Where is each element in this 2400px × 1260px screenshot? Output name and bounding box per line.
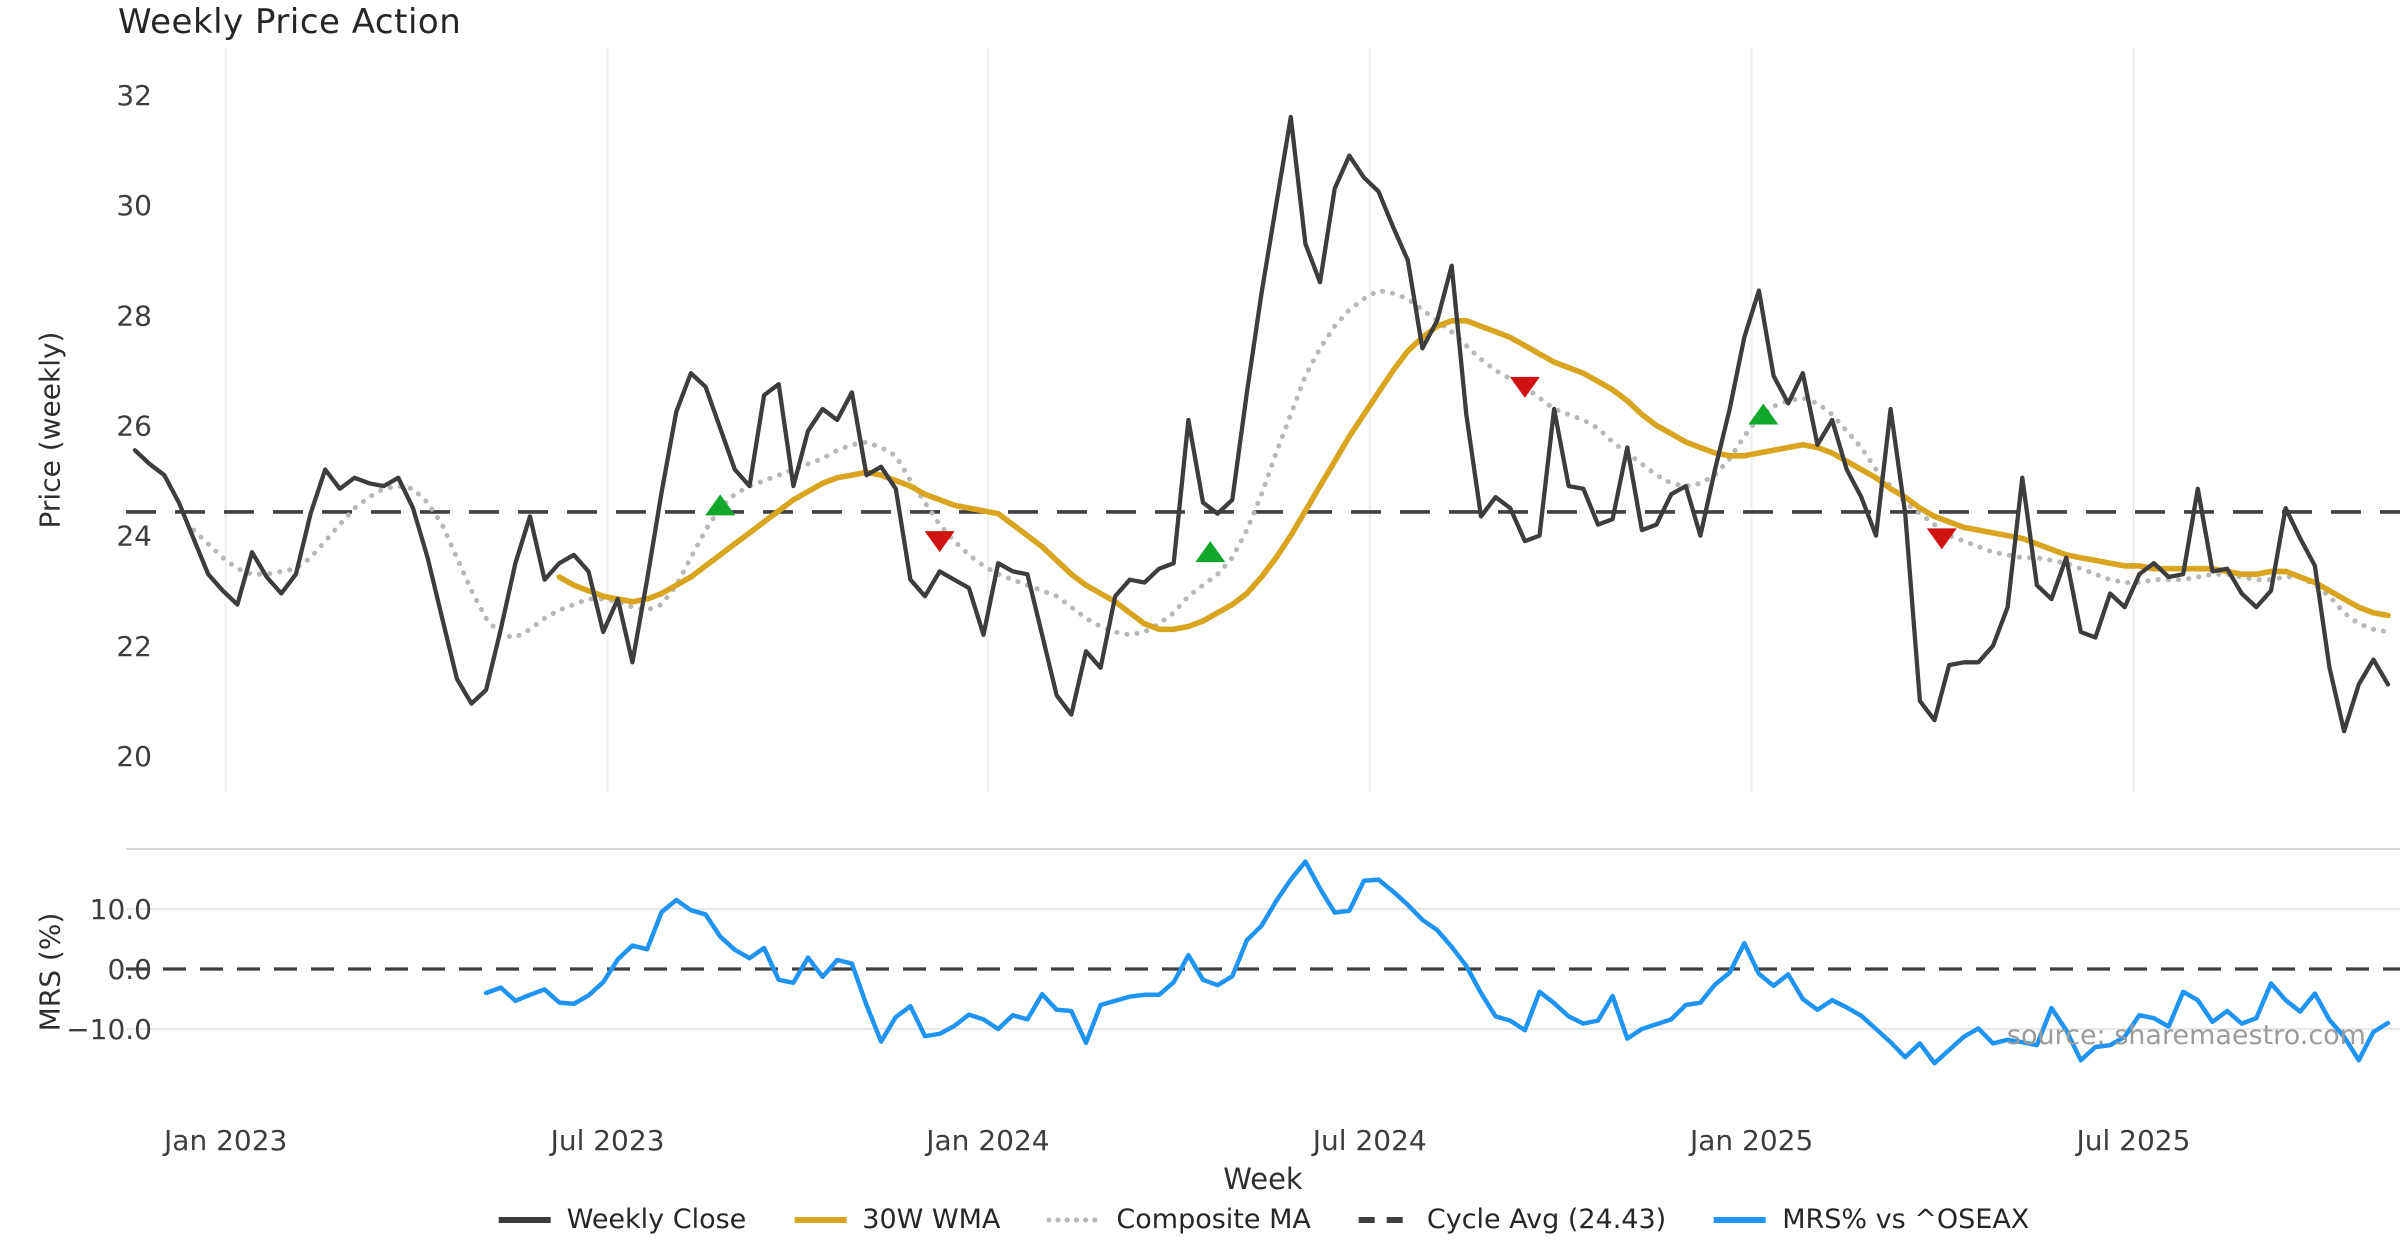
mrs-tick-label: 10.0 <box>90 893 152 926</box>
legend-item-weekly-close: Weekly Close <box>497 1204 747 1235</box>
legend-label: Weekly Close <box>566 1204 747 1235</box>
composite-ma-line <box>191 288 2391 640</box>
week-axis-label: Week <box>1223 1162 1303 1196</box>
price-tick-label: 32 <box>116 79 152 112</box>
buy-marker <box>1748 403 1779 425</box>
x-tick-label: Jan 2023 <box>162 1124 287 1157</box>
legend-item-30w-wma: 30W WMA <box>792 1204 1000 1235</box>
buy-marker <box>1195 541 1226 563</box>
legend-label: Composite MA <box>1116 1204 1311 1235</box>
source-note: source: sharemaestro.com <box>2006 1020 2366 1051</box>
price-tick-label: 20 <box>116 740 152 773</box>
legend-swatch <box>1046 1217 1103 1222</box>
x-tick-label: Jan 2024 <box>924 1124 1049 1157</box>
legend-item-composite-ma: Composite MA <box>1046 1204 1311 1235</box>
legend-label: MRS% vs ^OSEAX <box>1782 1204 2030 1235</box>
price-tick-label: 22 <box>116 630 152 663</box>
weekly-close-line <box>132 114 2391 734</box>
price-tick-label: 30 <box>116 189 152 222</box>
mrs-tick-label: −10.0 <box>66 1013 152 1046</box>
legend-label: Cycle Avg (24.43) <box>1426 1204 1667 1235</box>
x-tick-label: Jul 2025 <box>2074 1124 2190 1157</box>
sell-marker <box>1509 376 1540 398</box>
legend-swatch <box>1358 1216 1411 1223</box>
price-tick-label: 24 <box>116 520 152 553</box>
price-axis-label: Price (weekly) <box>33 331 67 529</box>
sell-marker <box>924 531 955 553</box>
legend: Weekly Close 30W WMA Composite MA Cycle Avg… <box>497 1204 2029 1235</box>
x-tick-label: Jan 2025 <box>1688 1124 1813 1157</box>
legend-item-cycle-avg-24-43-: Cycle Avg (24.43) <box>1357 1204 1666 1235</box>
mrs-line <box>483 859 2391 1066</box>
sell-marker <box>1926 528 1957 550</box>
x-tick-label: Jul 2024 <box>1311 1124 1427 1157</box>
legend-label: 30W WMA <box>862 1204 1001 1235</box>
mrs-axis-label: MRS (%) <box>33 912 67 1032</box>
legend-swatch <box>794 1216 847 1223</box>
buy-marker <box>705 494 736 516</box>
page-title: Weekly Price Action <box>118 2 462 42</box>
mrs-tick-label: 0.0 <box>107 953 152 986</box>
price-tick-label: 28 <box>116 299 152 332</box>
legend-item-mrs-vs-oseax: MRS% vs ^OSEAX <box>1712 1204 2029 1235</box>
legend-swatch <box>498 1216 551 1223</box>
legend-swatch <box>1714 1216 1767 1223</box>
x-tick-label: Jul 2023 <box>549 1124 665 1157</box>
price-tick-label: 26 <box>116 409 152 442</box>
